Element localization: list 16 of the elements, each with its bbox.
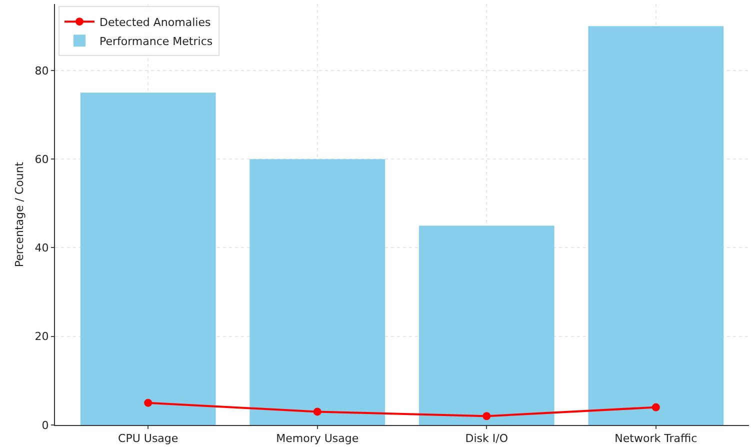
x-tick-label: Memory Usage [276,432,359,446]
legend-label: Performance Metrics [99,34,213,48]
bar [250,159,386,425]
y-tick-label: 60 [34,152,49,166]
bar [80,92,216,425]
y-tick-label: 20 [34,330,49,344]
y-tick-label: 80 [34,64,49,78]
legend-label: Detected Anomalies [99,16,211,29]
x-tick-label: Network Traffic [614,432,698,446]
y-tick-label: 40 [34,242,49,255]
bar [418,226,554,425]
x-tick-label: Disk I/O [465,432,508,446]
y-axis-title: Percentage / Count [13,161,26,268]
y-tick-label: 0 [42,418,49,432]
bar [588,26,724,425]
x-tick-label: CPU Usage [118,432,178,446]
